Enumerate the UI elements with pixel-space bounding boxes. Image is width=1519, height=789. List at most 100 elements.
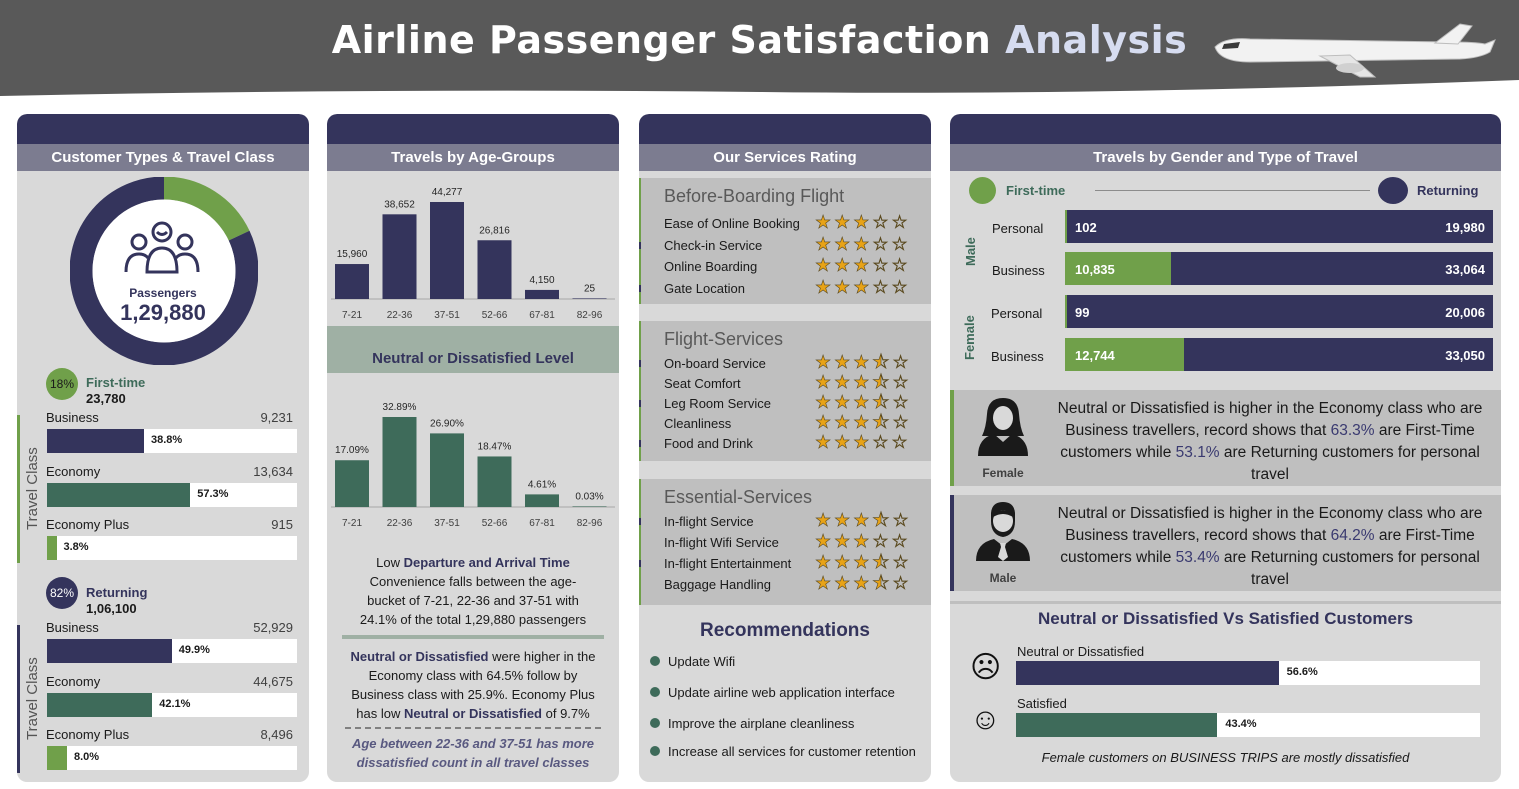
bullet-icon xyxy=(650,718,660,728)
class-row-pct: 49.9% xyxy=(178,644,210,656)
bar-value-label: 26,816 xyxy=(479,225,510,236)
recommendation-text: Increase all services for customer reten… xyxy=(668,744,916,759)
recommendation-text: Update Wifi xyxy=(668,654,736,669)
insight-text: were higher in the Economy class with 64… xyxy=(351,649,596,721)
bar-value-label: 32.89% xyxy=(383,402,417,413)
services-rating-panel: Our Services Rating Before-Boarding Flig… xyxy=(639,114,931,782)
note-text: are First-Time customers while xyxy=(1060,527,1475,566)
class-row-track: 8.0% xyxy=(47,746,297,770)
dissatisfied-level-banner xyxy=(327,326,619,373)
bar-7-21 xyxy=(335,460,369,507)
service-marker xyxy=(639,560,641,567)
first-time-segment xyxy=(1065,338,1185,371)
service-marker xyxy=(639,241,641,249)
bar-52-66 xyxy=(477,456,512,507)
bar-67-81 xyxy=(525,289,559,299)
first-time-legend-dot xyxy=(969,177,996,204)
returning-value: 20,006 xyxy=(1445,305,1485,320)
male-insight-box: Male Neutral or Dissatisfied is higher i… xyxy=(950,495,1501,591)
panel-heading: Our Services Rating xyxy=(639,144,931,171)
panel-tab xyxy=(950,114,1501,144)
star-rating: ★★★☆☆ xyxy=(815,255,911,275)
recommendation-text: Update airline web application interface xyxy=(668,685,895,700)
happy-face-icon: ☺ xyxy=(970,703,1001,736)
travel-class-label-returning: Travel Class xyxy=(24,657,41,740)
note-highlight: 64.2% xyxy=(1330,527,1375,544)
service-group-accent xyxy=(639,321,641,461)
note-text: are Returning customers for personal tra… xyxy=(1219,549,1480,588)
service-group: Flight-Services On-board Service ★★★⯪☆ Seat… xyxy=(639,321,931,461)
divider xyxy=(950,601,1501,604)
note-text: Neutral or Dissatisfied is higher in the… xyxy=(1057,400,1483,439)
class-row-value: 52,929 xyxy=(253,620,293,635)
class-row-fill xyxy=(47,746,67,770)
first-time-class-bar xyxy=(17,415,20,563)
satisfaction-label: Satisfied xyxy=(1017,696,1067,711)
travel-type-label: Personal xyxy=(991,306,1043,321)
header-background xyxy=(0,0,1519,96)
donut-slice-first-time xyxy=(163,177,250,241)
returning-value: 33,050 xyxy=(1445,348,1485,363)
class-row-label: Economy Plus xyxy=(46,517,130,532)
star-rating: ★★★☆☆ xyxy=(815,531,911,551)
travel-type-label: Business xyxy=(992,263,1045,278)
class-row-label: Economy xyxy=(46,463,101,479)
class-row-label: Business xyxy=(46,620,99,635)
male-insight-text: Neutral or Dissatisfied is higher in the… xyxy=(1050,503,1490,591)
service-marker xyxy=(639,420,641,427)
service-item-label: Ease of Online Booking xyxy=(664,216,800,231)
returning-legend-label: Returning xyxy=(1417,183,1479,198)
female-accent-bar xyxy=(950,390,954,486)
x-tick-label: 7-21 xyxy=(342,310,362,321)
header: Airline Passenger Satisfaction Analysis xyxy=(0,0,1519,98)
bullet-icon xyxy=(650,687,660,697)
x-tick-label: 22-36 xyxy=(387,518,413,529)
satisfaction-track: 56.6% xyxy=(1016,661,1480,685)
first-time-pct-badge: 18% xyxy=(46,368,78,400)
service-item-label: On-board Service xyxy=(664,356,766,371)
travel-type-label: Business xyxy=(991,349,1044,364)
panel-tab xyxy=(327,114,619,144)
panel-tab xyxy=(17,114,309,144)
page-title: Airline Passenger Satisfaction Analysis xyxy=(0,18,1519,62)
class-row-value: 8,496 xyxy=(260,727,293,742)
star-rating: ★★★☆☆ xyxy=(815,276,911,297)
male-accent-bar xyxy=(950,495,954,591)
recommendation-item: Update airline web application interface xyxy=(650,685,895,700)
service-item-label: In-flight Wifi Service xyxy=(664,535,779,550)
bar-82-96 xyxy=(572,506,607,507)
customer-types-panel: Customer Types & Travel Class Passengers… xyxy=(17,114,309,782)
recommendation-item: Improve the airplane cleanliness xyxy=(650,716,854,731)
gender-travel-bar: 12,744 33,050 xyxy=(1065,338,1493,371)
panel-heading: Travels by Age-Groups xyxy=(327,144,619,171)
panel-heading: Customer Types & Travel Class xyxy=(17,144,309,171)
service-marker xyxy=(639,400,641,407)
class-row-fill xyxy=(47,692,153,717)
satisfaction-fill xyxy=(1016,661,1279,685)
travel-class-label-first: Travel Class xyxy=(24,447,41,530)
satisfaction-label: Neutral or Dissatisfied xyxy=(1017,644,1145,659)
note-text: are First-Time customers while xyxy=(1060,422,1475,461)
bar-67-81 xyxy=(525,494,559,507)
service-item-label: Leg Room Service xyxy=(664,396,771,411)
satisfaction-fill xyxy=(1016,713,1218,737)
service-marker xyxy=(639,220,641,227)
bullet-icon xyxy=(650,746,660,756)
class-row-track: 38.8% xyxy=(47,429,297,453)
airplane-icon xyxy=(1214,23,1496,78)
class-row-fill xyxy=(47,482,191,507)
departure-insight: Low Departure and Arrival Time Convenien… xyxy=(351,553,595,629)
class-insight: Neutral or Dissatisfied were higher in t… xyxy=(341,647,605,723)
x-tick-label: 82-96 xyxy=(577,310,603,321)
service-item-label: Check-in Service xyxy=(664,237,763,253)
age-class-insight: Age between 22-36 and 37-51 has more dis… xyxy=(351,736,595,770)
class-row-value: 44,675 xyxy=(253,673,293,689)
returning-pct-badge: 82% xyxy=(46,577,78,609)
recommendation-text: Improve the airplane cleanliness xyxy=(668,716,855,731)
first-time-value: 99 xyxy=(1075,305,1090,320)
class-row-pct: 8.0% xyxy=(74,751,100,763)
insight-text: of 9.7% xyxy=(542,706,590,721)
title-accent: Analysis xyxy=(1005,18,1188,62)
bar-value-label: 38,652 xyxy=(384,199,415,210)
bar-value-label: 0.03% xyxy=(575,491,603,502)
